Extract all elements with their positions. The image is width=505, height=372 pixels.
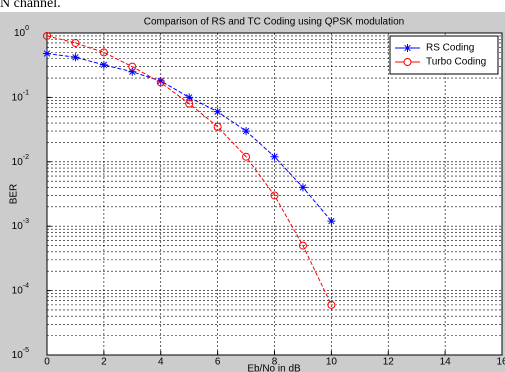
data-point xyxy=(270,152,279,161)
x-tick-label: 14 xyxy=(440,357,452,368)
data-point xyxy=(185,99,194,108)
y-tick-exponent: -4 xyxy=(23,282,29,289)
x-tick-label: 10 xyxy=(326,357,338,368)
y-tick-exponent: -1 xyxy=(23,89,29,96)
data-point xyxy=(213,122,222,131)
data-point xyxy=(242,127,251,136)
data-point xyxy=(156,78,165,87)
legend-marker xyxy=(403,44,412,52)
legend-label: Turbo Coding xyxy=(426,57,486,68)
y-tick-base: 10 xyxy=(12,285,24,296)
x-tick-label: 16 xyxy=(496,357,505,368)
y-tick-exponent: -3 xyxy=(23,218,29,225)
data-point xyxy=(327,300,336,309)
y-tick-base: 10 xyxy=(12,156,24,167)
data-point xyxy=(71,53,80,62)
data-point xyxy=(128,67,137,76)
data-point xyxy=(298,241,307,250)
data-point xyxy=(71,38,80,47)
page-strip xyxy=(0,0,505,12)
data-point xyxy=(156,76,165,85)
x-tick-label: 2 xyxy=(101,357,107,368)
caption: N channel. xyxy=(0,0,61,11)
y-tick-label: 10-4 xyxy=(12,282,29,296)
y-tick-exponent: -5 xyxy=(23,347,29,354)
data-point xyxy=(242,152,251,161)
data-point xyxy=(327,217,336,226)
x-tick-label: 8 xyxy=(272,357,278,368)
y-tick-label: 10-3 xyxy=(12,218,29,232)
data-point xyxy=(99,48,108,57)
x-tick-label: 4 xyxy=(158,357,164,368)
y-tick-label: 10-2 xyxy=(12,154,29,168)
data-point xyxy=(298,183,307,192)
y-tick-base: 10 xyxy=(12,221,24,232)
data-point xyxy=(43,31,51,40)
data-point xyxy=(213,107,222,116)
legend-box xyxy=(389,35,499,75)
y-tick-base: 10 xyxy=(12,92,24,103)
y-tick-base: 10 xyxy=(14,28,26,39)
data-point xyxy=(43,49,51,58)
x-tick-label: 6 xyxy=(215,357,221,368)
y-tick-exponent: 0 xyxy=(25,25,29,32)
y-tick-exponent: -2 xyxy=(23,154,29,161)
data-point xyxy=(128,62,137,71)
legend-label: RS Coding xyxy=(426,43,474,54)
x-axis-label: Eb/No in dB xyxy=(247,364,301,372)
x-tick-label: 0 xyxy=(44,357,50,368)
data-point xyxy=(185,93,194,102)
x-tick-label: 12 xyxy=(383,357,395,368)
data-point xyxy=(99,60,108,69)
y-tick-label: 10-1 xyxy=(12,89,29,103)
legend-marker xyxy=(403,58,412,66)
series-line xyxy=(46,35,332,306)
y-axis-label: BER xyxy=(9,184,20,205)
chart-title: Comparison of RS and TC Coding using QPS… xyxy=(144,17,405,28)
y-tick-label: 100 xyxy=(14,25,29,39)
y-tick-base: 10 xyxy=(12,350,24,361)
data-point xyxy=(270,191,279,200)
y-tick-label: 10-5 xyxy=(12,347,29,361)
